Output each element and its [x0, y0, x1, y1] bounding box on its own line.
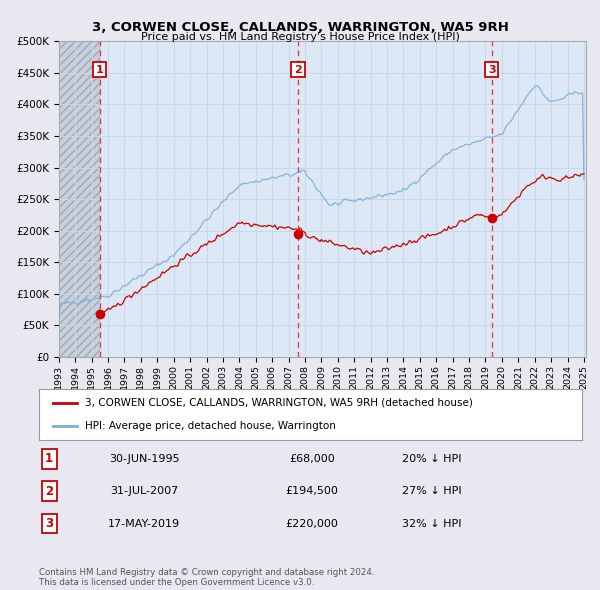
Text: 3: 3: [488, 65, 496, 75]
Text: 30-JUN-1995: 30-JUN-1995: [109, 454, 179, 464]
Text: 3, CORWEN CLOSE, CALLANDS, WARRINGTON, WA5 9RH (detached house): 3, CORWEN CLOSE, CALLANDS, WARRINGTON, W…: [85, 398, 473, 408]
Text: 2: 2: [45, 484, 53, 498]
Text: HPI: Average price, detached house, Warrington: HPI: Average price, detached house, Warr…: [85, 421, 336, 431]
Text: £194,500: £194,500: [286, 486, 338, 496]
Text: 27% ↓ HPI: 27% ↓ HPI: [402, 486, 462, 496]
Text: 32% ↓ HPI: 32% ↓ HPI: [402, 519, 462, 529]
Text: 1: 1: [96, 65, 104, 75]
Text: £220,000: £220,000: [286, 519, 338, 529]
Text: 3: 3: [45, 517, 53, 530]
Text: 17-MAY-2019: 17-MAY-2019: [108, 519, 180, 529]
Text: 1: 1: [45, 452, 53, 466]
Text: 31-JUL-2007: 31-JUL-2007: [110, 486, 178, 496]
Text: 3, CORWEN CLOSE, CALLANDS, WARRINGTON, WA5 9RH: 3, CORWEN CLOSE, CALLANDS, WARRINGTON, W…: [92, 21, 508, 34]
Text: £68,000: £68,000: [289, 454, 335, 464]
Text: 2: 2: [294, 65, 302, 75]
Bar: [59, 41, 100, 357]
Text: Price paid vs. HM Land Registry's House Price Index (HPI): Price paid vs. HM Land Registry's House …: [140, 32, 460, 42]
Text: 20% ↓ HPI: 20% ↓ HPI: [402, 454, 462, 464]
Bar: [59, 41, 100, 357]
Text: Contains HM Land Registry data © Crown copyright and database right 2024.
This d: Contains HM Land Registry data © Crown c…: [39, 568, 374, 587]
